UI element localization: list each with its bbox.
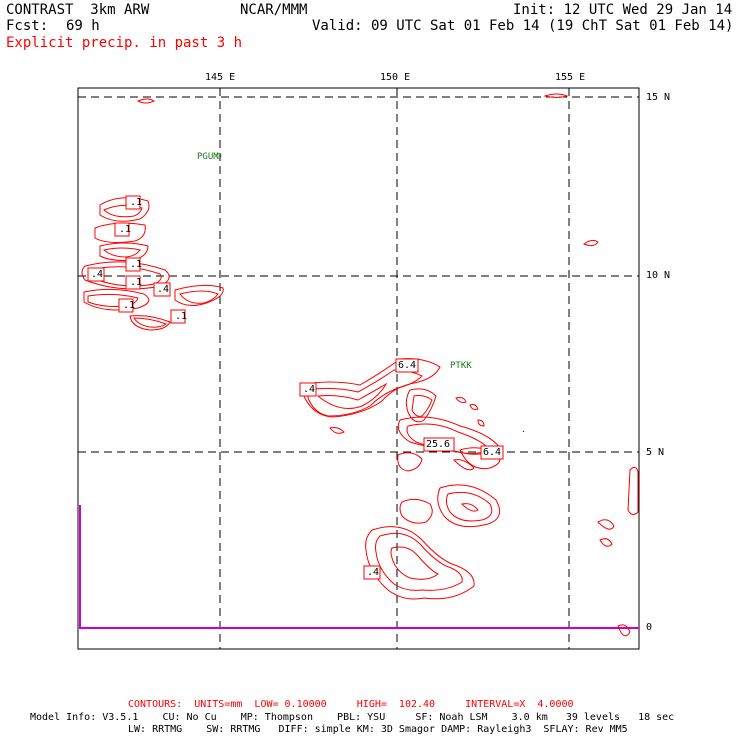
contour-label: .4 <box>367 567 380 578</box>
lat-label-equator: 0 <box>646 622 653 633</box>
contour-label: .1 <box>130 259 143 270</box>
precip-contours <box>81 93 639 637</box>
contour-label: .1 <box>123 300 136 311</box>
island-dot: · <box>521 427 526 436</box>
forecast-label: Fcst: <box>6 18 49 34</box>
contour-label: .1 <box>130 197 143 208</box>
contour-label: 6.4 <box>398 360 417 371</box>
lat-lon-grid <box>78 88 639 649</box>
station-marker-pgum: ○ <box>216 151 222 161</box>
forecast-hour: 69 h <box>66 18 100 34</box>
init-time: Init: 12 UTC Wed 29 Jan 14 <box>513 2 733 18</box>
lat-label-5n: 5 N <box>646 447 665 458</box>
contour-info: CONTOURS: UNITS=mm LOW= 0.10000 HIGH= 10… <box>128 699 574 710</box>
field-title: Explicit precip. in past 3 h <box>6 35 243 51</box>
valid-time: Valid: 09 UTC Sat 01 Feb 14 (19 ChT Sat … <box>312 18 734 34</box>
contour-label-boxes <box>87 195 504 580</box>
org-label: NCAR/MMM <box>240 2 308 18</box>
contour-label: 25.6 <box>426 439 451 450</box>
map-frame <box>77 87 640 650</box>
model-info-line-1: Model Info: V3.5.1 CU: No Cu MP: Thompso… <box>30 712 675 723</box>
contour-label: .1 <box>175 311 188 322</box>
station-label-ptkk: PTKK <box>450 361 472 371</box>
contour-label: 6.4 <box>483 447 502 458</box>
contour-label: .4 <box>303 384 316 395</box>
contour-label: .1 <box>130 277 143 288</box>
lon-label-150e: 150 E <box>380 72 411 83</box>
lon-label-145e: 145 E <box>205 72 236 83</box>
model-title: CONTRAST 3km ARW <box>6 2 150 18</box>
contour-label: .4 <box>157 284 170 295</box>
contour-label: .4 <box>91 269 104 280</box>
equator-line <box>79 505 639 629</box>
lon-label-155e: 155 E <box>555 72 586 83</box>
model-info-line-2: LW: RRTMG SW: RRTMG DIFF: simple KM: 3D … <box>128 724 628 735</box>
lat-label-10n: 10 N <box>646 270 671 281</box>
contour-label: .1 <box>119 224 132 235</box>
lat-label-15n: 15 N <box>646 92 671 103</box>
station-label-pgum: PGUM <box>197 152 219 162</box>
